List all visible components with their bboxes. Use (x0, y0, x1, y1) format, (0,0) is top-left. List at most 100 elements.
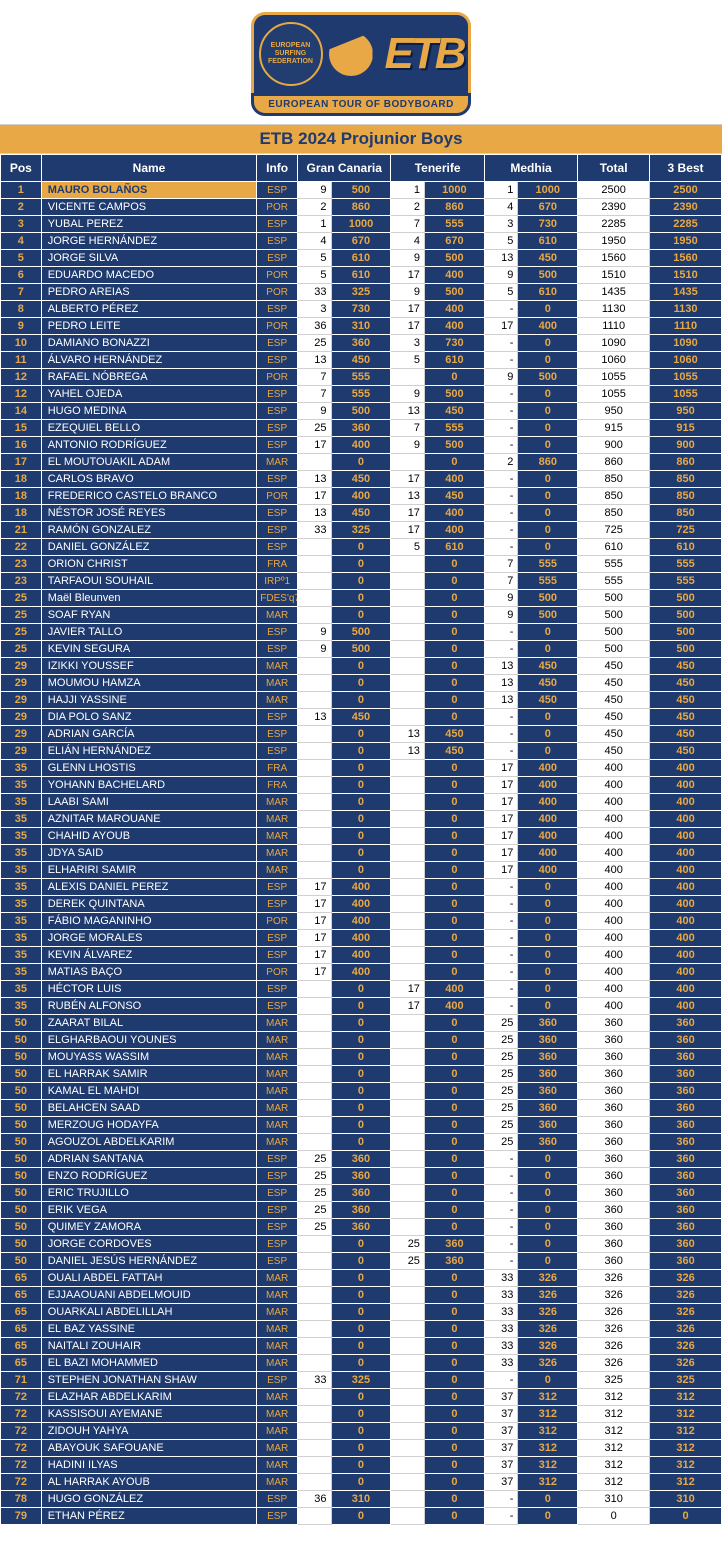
pos-cell: 25 (1, 590, 42, 607)
table-row: 65EJJAAOUANI ABDELMOUIDMAR0033326326326 (1, 1287, 722, 1304)
ev2-pts: 0 (424, 760, 484, 777)
total-cell: 360 (578, 1151, 650, 1168)
total-cell: 850 (578, 471, 650, 488)
ev2-rank (391, 862, 425, 879)
total-cell: 2390 (578, 199, 650, 216)
total-cell: 400 (578, 879, 650, 896)
name-cell: ABAYOUK SAFOUANE (41, 1440, 257, 1457)
table-row: 25KEVIN SEGURAESP95000-0500500 (1, 641, 722, 658)
total-cell: 312 (578, 1389, 650, 1406)
table-row: 35LAABI SAMIMAR0017400400400 (1, 794, 722, 811)
ev3-rank: - (484, 641, 518, 658)
ev2-rank (391, 454, 425, 471)
ev1-pts: 0 (331, 1134, 391, 1151)
name-cell: HUGO GONZÁLEZ (41, 1491, 257, 1508)
ev1-pts: 310 (331, 1491, 391, 1508)
pos-cell: 50 (1, 1083, 42, 1100)
ev1-rank: 25 (298, 335, 332, 352)
info-cell: POR (257, 199, 298, 216)
ev3-pts: 0 (518, 743, 578, 760)
pos-cell: 78 (1, 1491, 42, 1508)
best-cell: 1055 (650, 386, 722, 403)
ev3-pts: 0 (518, 1168, 578, 1185)
info-cell: MAR (257, 658, 298, 675)
ev2-rank (391, 930, 425, 947)
total-cell: 400 (578, 981, 650, 998)
ev3-rank: 37 (484, 1440, 518, 1457)
pos-cell: 50 (1, 1151, 42, 1168)
ev2-rank (391, 1406, 425, 1423)
ev3-pts: 312 (518, 1474, 578, 1491)
ev3-rank: - (484, 624, 518, 641)
ev2-pts: 0 (424, 1100, 484, 1117)
best-cell: 312 (650, 1406, 722, 1423)
total-cell: 450 (578, 675, 650, 692)
ev1-rank: 7 (298, 386, 332, 403)
total-cell: 850 (578, 488, 650, 505)
table-row: 50AGOUZOL ABDELKARIMMAR0025360360360 (1, 1134, 722, 1151)
ev2-rank (391, 777, 425, 794)
ev2-pts: 360 (424, 1236, 484, 1253)
total-cell: 400 (578, 913, 650, 930)
pos-cell: 65 (1, 1304, 42, 1321)
ev1-rank: 13 (298, 709, 332, 726)
ev1-rank: 2 (298, 199, 332, 216)
ev2-rank (391, 1270, 425, 1287)
info-cell: ESP (257, 709, 298, 726)
ev3-pts: 670 (518, 199, 578, 216)
name-cell: PEDRO AREIAS (41, 284, 257, 301)
info-cell: ESP (257, 1151, 298, 1168)
ev3-pts: 500 (518, 607, 578, 624)
ev2-pts: 0 (424, 692, 484, 709)
best-cell: 500 (650, 590, 722, 607)
table-row: 18NÉSTOR JOSÉ REYESESP1345017400-0850850 (1, 505, 722, 522)
ev3-rank: - (484, 505, 518, 522)
ev3-rank: - (484, 947, 518, 964)
ev3-rank: - (484, 420, 518, 437)
ev2-rank: 17 (391, 301, 425, 318)
ev2-pts: 0 (424, 1270, 484, 1287)
ev1-rank (298, 539, 332, 556)
info-cell: ESP (257, 250, 298, 267)
info-cell: MAR (257, 828, 298, 845)
ev1-rank: 9 (298, 182, 332, 199)
ev1-rank: 17 (298, 896, 332, 913)
ev1-pts: 400 (331, 947, 391, 964)
ev3-pts: 0 (518, 1185, 578, 1202)
ev1-rank (298, 981, 332, 998)
ev1-pts: 0 (331, 1304, 391, 1321)
pos-cell: 11 (1, 352, 42, 369)
info-cell: ESP (257, 1202, 298, 1219)
ev3-pts: 360 (518, 1049, 578, 1066)
table-row: 35AZNITAR MAROUANEMAR0017400400400 (1, 811, 722, 828)
best-cell: 1110 (650, 318, 722, 335)
ev2-rank: 9 (391, 284, 425, 301)
pos-cell: 72 (1, 1423, 42, 1440)
ev2-rank: 7 (391, 216, 425, 233)
ev3-rank: - (484, 488, 518, 505)
table-row: 16ANTONIO RODRÍGUEZESP174009500-0900900 (1, 437, 722, 454)
ev1-rank: 9 (298, 624, 332, 641)
ev3-pts: 450 (518, 675, 578, 692)
ev1-rank (298, 607, 332, 624)
best-cell: 360 (650, 1168, 722, 1185)
ev2-rank: 25 (391, 1236, 425, 1253)
table-row: 3YUBAL PEREZESP110007555373022852285 (1, 216, 722, 233)
table-body: 1MAURO BOLAÑOSESP95001100011000250025002… (1, 182, 722, 1525)
best-cell: 312 (650, 1423, 722, 1440)
info-cell: ESP (257, 1372, 298, 1389)
ev3-rank: 33 (484, 1338, 518, 1355)
ev1-rank (298, 794, 332, 811)
info-cell: MAR (257, 1389, 298, 1406)
table-row: 50MERZOUG HODAYFAMAR0025360360360 (1, 1117, 722, 1134)
ev1-pts: 0 (331, 573, 391, 590)
ev1-pts: 0 (331, 692, 391, 709)
best-cell: 400 (650, 862, 722, 879)
pos-cell: 18 (1, 471, 42, 488)
table-row: 35GLENN LHOSTISFRA0017400400400 (1, 760, 722, 777)
ev3-rank: 37 (484, 1457, 518, 1474)
ev1-pts: 0 (331, 1015, 391, 1032)
ev2-rank: 9 (391, 250, 425, 267)
total-cell: 360 (578, 1049, 650, 1066)
name-cell: NAITALI ZOUHAIR (41, 1338, 257, 1355)
